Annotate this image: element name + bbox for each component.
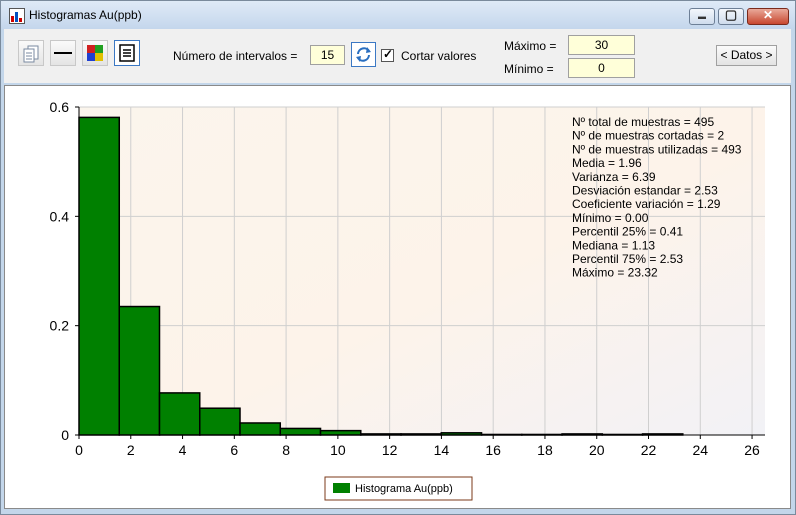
legend-swatch bbox=[333, 483, 350, 493]
histogram-bar bbox=[118, 305, 161, 436]
stats-line: Varianza = 6.39 bbox=[572, 170, 656, 184]
title-bar[interactable]: Histogramas Au(ppb) ▬ ▢ ✕ bbox=[1, 1, 795, 29]
cut-values-checkbox[interactable]: ✓ bbox=[381, 47, 394, 62]
histogram-bar bbox=[279, 427, 322, 436]
legend-label: Histograma Au(ppb) bbox=[355, 483, 453, 495]
stats-icon bbox=[119, 44, 135, 62]
stats-line: Media = 1.96 bbox=[572, 156, 642, 170]
legend-box bbox=[324, 476, 473, 501]
window-title: Histogramas Au(ppb) bbox=[29, 8, 142, 22]
x-tick-label: 26 bbox=[744, 442, 760, 458]
plot-area bbox=[79, 107, 765, 435]
x-tick-label: 10 bbox=[330, 442, 346, 458]
stats-line: Nº total de muestras = 495 bbox=[572, 115, 714, 129]
x-tick-label: 0 bbox=[75, 442, 83, 458]
copy-icon bbox=[23, 45, 39, 63]
intervals-label: Número de intervalos = bbox=[173, 49, 298, 63]
x-tick-label: 22 bbox=[641, 442, 657, 458]
stats-line: Mediana = 1.13 bbox=[572, 238, 655, 252]
min-input[interactable]: 0 bbox=[568, 58, 635, 78]
y-tick-label: 0.2 bbox=[50, 318, 70, 334]
x-tick-label: 14 bbox=[434, 442, 450, 458]
refresh-button[interactable] bbox=[351, 42, 376, 67]
close-icon: ✕ bbox=[762, 8, 774, 22]
histogram-bar bbox=[78, 116, 121, 436]
app-chart-icon bbox=[9, 8, 25, 24]
x-tick-label: 20 bbox=[589, 442, 605, 458]
minimize-icon: ▬ bbox=[698, 12, 706, 21]
datos-button[interactable]: < Datos > bbox=[716, 45, 777, 66]
min-label: Mínimo = bbox=[504, 62, 554, 76]
stats-line: Nº de muestras cortadas = 2 bbox=[572, 129, 724, 143]
x-tick-label: 2 bbox=[127, 442, 135, 458]
y-tick-label: 0.6 bbox=[50, 99, 70, 115]
line-style-button[interactable] bbox=[50, 40, 76, 66]
histogram-bar bbox=[319, 429, 362, 436]
colors-button[interactable] bbox=[82, 40, 108, 66]
y-tick-label: 0.4 bbox=[50, 208, 70, 224]
toolbar: Número de intervalos = 15 ✓ Cortar valor… bbox=[4, 29, 791, 83]
x-tick-label: 24 bbox=[692, 442, 708, 458]
max-input[interactable]: 30 bbox=[568, 35, 635, 55]
stats-line: Coeficiente variación = 1.29 bbox=[572, 197, 721, 211]
stats-line: Máximo = 23.32 bbox=[572, 266, 658, 280]
x-tick-label: 4 bbox=[179, 442, 187, 458]
stats-line: Mínimo = 0.00 bbox=[572, 211, 649, 225]
x-tick-label: 6 bbox=[230, 442, 238, 458]
x-tick-label: 18 bbox=[537, 442, 553, 458]
max-label: Máximo = bbox=[504, 39, 557, 53]
colors-icon bbox=[87, 45, 103, 61]
maximize-icon: ▢ bbox=[724, 7, 738, 22]
line-icon bbox=[54, 52, 72, 54]
copy-button[interactable] bbox=[18, 40, 44, 66]
y-tick-label: 0 bbox=[61, 427, 69, 443]
checkmark-icon: ✓ bbox=[383, 47, 394, 61]
x-tick-label: 16 bbox=[485, 442, 501, 458]
stats-line: Nº de muestras utilizadas = 493 bbox=[572, 142, 742, 156]
close-button[interactable]: ✕ bbox=[747, 8, 789, 25]
histogram-bar bbox=[199, 407, 241, 436]
histogram-bar bbox=[239, 422, 282, 436]
stats-line: Desviación estandar = 2.53 bbox=[572, 184, 718, 198]
cut-values-label: Cortar valores bbox=[401, 49, 477, 63]
x-tick-label: 12 bbox=[382, 442, 398, 458]
histogram-bar bbox=[158, 392, 201, 436]
refresh-icon bbox=[356, 47, 371, 62]
statistics-button[interactable] bbox=[114, 40, 140, 66]
maximize-button[interactable]: ▢ bbox=[718, 7, 744, 25]
intervals-input[interactable]: 15 bbox=[310, 45, 345, 65]
x-tick-label: 8 bbox=[282, 442, 290, 458]
minimize-button[interactable]: ▬ bbox=[689, 8, 715, 25]
chart-panel: 0 2 4 6 8 10 12 14 16 18 20 22 24 26 0 0.2 0.4 0.6 Nº tota… bbox=[4, 85, 791, 509]
stats-line: Percentil 25% = 0.41 bbox=[572, 225, 683, 239]
stats-line: Percentil 75% = 2.53 bbox=[572, 252, 683, 266]
